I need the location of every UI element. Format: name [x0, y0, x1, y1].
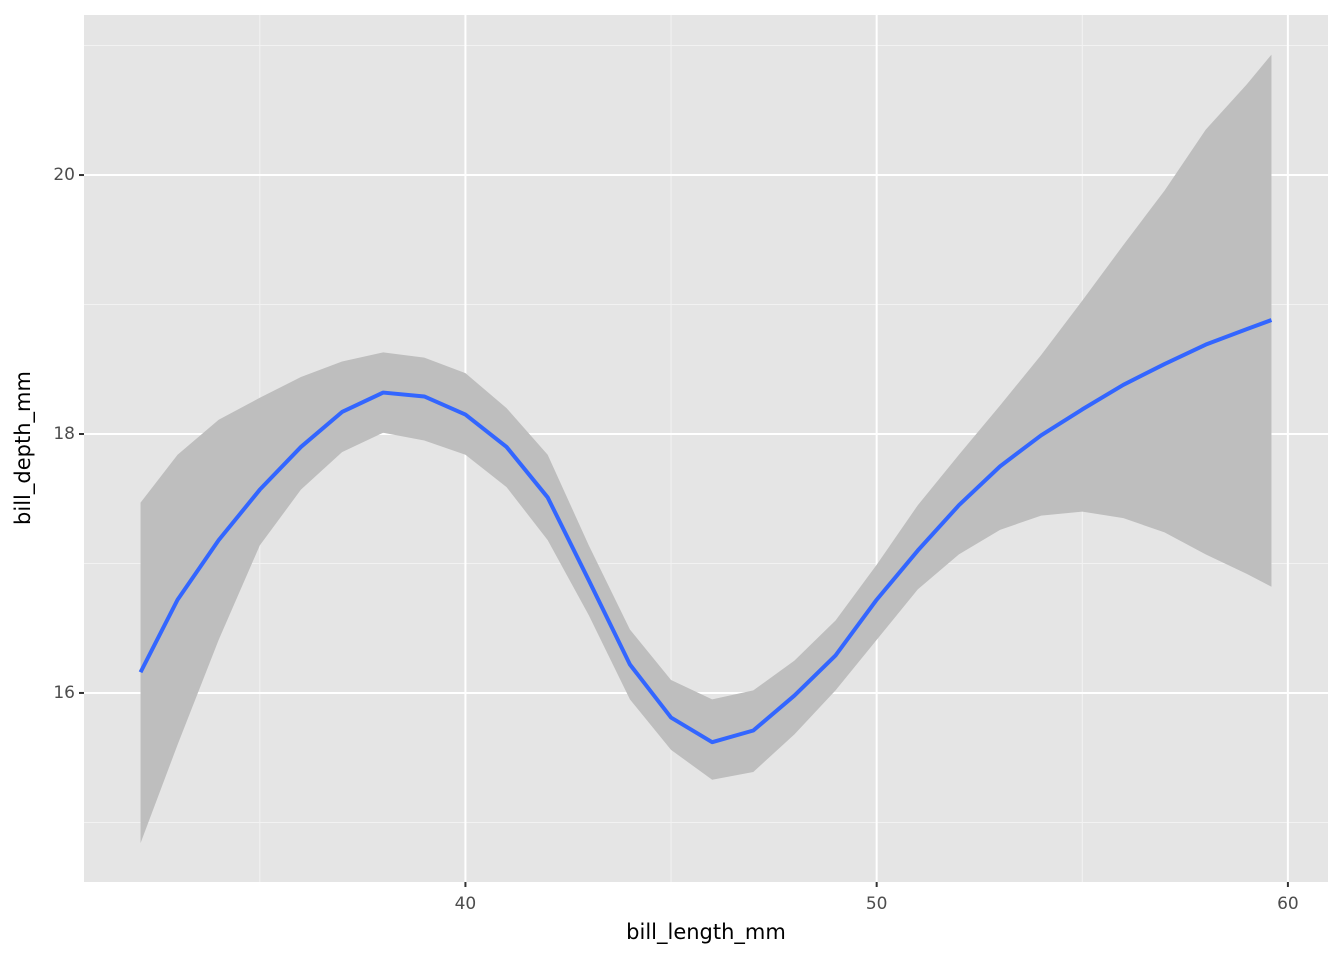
x-tick-label: 50: [866, 894, 888, 914]
confidence-band: [140, 54, 1272, 844]
y-tick-label: 18: [53, 424, 75, 444]
smooth-line: [138, 318, 1273, 745]
y-tick-label: 20: [53, 165, 75, 185]
x-tick-label: 60: [1277, 894, 1299, 914]
x-axis-label: bill_length_mm: [626, 920, 786, 945]
y-axis-label: bill_depth_mm: [11, 371, 36, 525]
x-tick-label: 40: [455, 894, 477, 914]
y-tick-label: 16: [53, 683, 75, 703]
